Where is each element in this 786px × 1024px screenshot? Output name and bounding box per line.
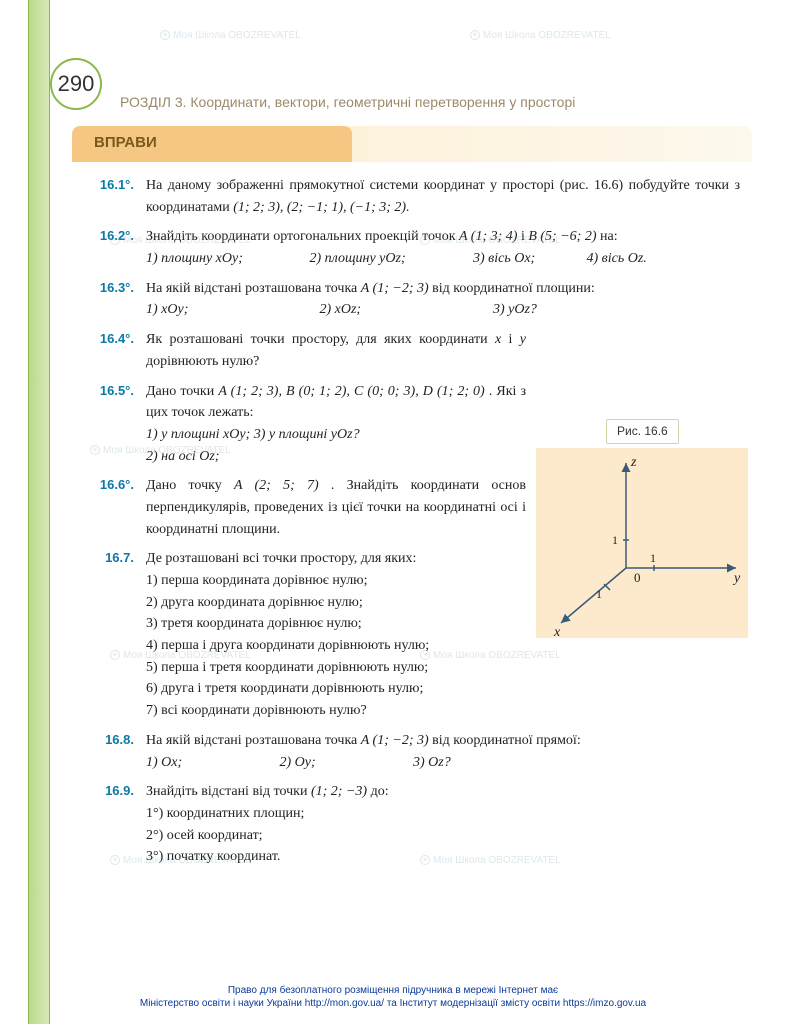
exercise-body: Знайдіть координати ортогональних проекц… [146,226,740,269]
exercise-number: 16.8. [90,730,146,773]
exercise-number: 16.9. [90,781,146,868]
option: 3) третя координата дорівнює нулю; [146,616,362,631]
option: 2) площину yOz; [310,248,470,270]
exercise-body: Як розташовані точки простору, для яких … [146,329,526,372]
exercise-number: 16.1°. [90,175,146,218]
text: Знайдіть відстані від точки [146,784,311,799]
text: A (1; 3; 4) [459,229,517,244]
text: (1; 2; 3), (2; −1; 1), (−1; 3; 2). [233,200,409,215]
page-number-badge: 290 [50,58,102,110]
watermark: ☀Моя Школа OBOZREVATEL [470,30,611,41]
svg-text:1: 1 [612,533,618,547]
section-title: РОЗДІЛ 3. Координати, вектори, геометрич… [120,94,575,110]
exercise-body: Дано точки A (1; 2; 3), B (0; 1; 2), C (… [146,381,526,468]
exercise-16-9: 16.9. Знайдіть відстані від точки (1; 2;… [90,781,740,868]
svg-text:1: 1 [650,551,656,565]
tab-background [342,126,752,162]
footer-line2b: та Інститут модернізації змісту освіти [387,998,563,1009]
svg-text:y: y [732,571,741,586]
exercise-body: Дано точку A (2; 5; 7) . Знайдіть коорди… [146,475,526,540]
footer-line2a: Міністерство освіти і науки України [140,998,305,1009]
svg-text:1: 1 [596,587,602,601]
svg-text:z: z [630,455,637,470]
exercise-number: 16.4°. [90,329,146,372]
option: 3) Oz? [413,755,451,770]
option: 7) всі координати дорівнюють нулю? [146,703,367,718]
exercise-16-1: 16.1°. На даному зображенні прямокутної … [90,175,740,218]
option: 4) перша і друга координати дорівнюють н… [146,638,429,653]
figure-label: Рис. 16.6 [606,419,679,444]
option: 3°) початку координат. [146,849,280,864]
exercise-16-2: 16.2°. Знайдіть координати ортогональних… [90,226,740,269]
text: A (1; 2; 3), B (0; 1; 2), C (0; 0; 3), D… [218,384,484,399]
option: 1) xOy; [146,299,316,321]
exercise-16-3: 16.3°. На якій відстані розташована точк… [90,278,740,321]
page-number: 290 [58,71,95,97]
figure-16-6: Рис. 16.6 z [536,415,748,638]
option: 1) площину xOy; [146,248,306,270]
exercise-16-4: 16.4°. Як розташовані точки простору, дл… [90,329,740,372]
option: 2) на осі Oz; [146,449,219,464]
text: Де розташовані всі точки простору, для я… [146,551,416,566]
text: на: [600,229,618,244]
text: до: [371,784,389,799]
footer-link1: http://mon.gov.ua/ [305,998,384,1009]
text: На якій відстані розташована точка [146,733,361,748]
text: (1; 2; −3) [311,784,367,799]
option: 5) перша і третя координати дорівнюють н… [146,660,428,675]
text: На якій відстані розташована точка [146,281,361,296]
text: A (1; −2; 3) [361,281,429,296]
option: 1) перша координата дорівнює нулю; [146,573,368,588]
coordinate-system-diagram: z y x 0 1 1 1 [536,448,748,638]
text: Знайдіть координати ортогональних проекц… [146,229,459,244]
option: 2) Oy; [280,752,410,774]
option: 2°) осей координат; [146,828,263,843]
footer-line1: Право для безоплатного розміщення підруч… [228,985,558,996]
exercise-16-8: 16.8. На якій відстані розташована точка… [90,730,740,773]
text: Як розташовані точки простору, для яких … [146,332,526,369]
option: 1°) координатних площин; [146,806,304,821]
exercise-number: 16.6°. [90,475,146,540]
option: 3) вісь Ox; [473,248,583,270]
tab-label: ВПРАВИ [94,134,157,151]
tab-active: ВПРАВИ [72,126,352,162]
figure-panel: z y x 0 1 1 1 [536,448,748,638]
exercise-number: 16.7. [90,548,146,722]
text: A (2; 5; 7) [234,478,319,493]
exercise-body: На якій відстані розташована точка A (1;… [146,278,740,321]
exercise-number: 16.2°. [90,226,146,269]
option: 4) вісь Oz. [587,251,647,266]
option: 2) друга координата дорівнює нулю; [146,595,363,610]
exercise-number: 16.5°. [90,381,146,468]
footer-link2: https://imzo.gov.ua [563,998,646,1009]
text: від координатної площини: [432,281,595,296]
exercise-body: Знайдіть відстані від точки (1; 2; −3) д… [146,781,740,868]
option: 1) у площині xOy; 3) у площині yOz? [146,427,360,442]
svg-text:0: 0 [634,570,641,585]
option: 2) xOz; [320,299,490,321]
exercise-body: На даному зображенні прямокутної системи… [146,175,740,218]
text: B (5; −6; 2) [528,229,596,244]
text: від координатної прямої: [432,733,581,748]
exercise-body: На якій відстані розташована точка A (1;… [146,730,740,773]
exercises-content: 16.1°. На даному зображенні прямокутної … [90,175,740,876]
exercise-number: 16.3°. [90,278,146,321]
watermark: ☀Моя Школа OBOZREVATEL [160,30,301,41]
option: 3) yOz? [493,302,537,317]
svg-text:x: x [553,625,561,638]
text: Дано точки [146,384,218,399]
text: Дано точку [146,478,234,493]
option: 6) друга і третя координати дорівнюють н… [146,681,423,696]
left-margin-stripe [28,0,50,1024]
option: 1) Ox; [146,752,276,774]
page-header: 290 РОЗДІЛ 3. Координати, вектори, геоме… [50,58,575,110]
section-tab-bar: ВПРАВИ [72,126,752,162]
footer: Право для безоплатного розміщення підруч… [0,984,786,1010]
text: A (1; −2; 3) [361,733,429,748]
